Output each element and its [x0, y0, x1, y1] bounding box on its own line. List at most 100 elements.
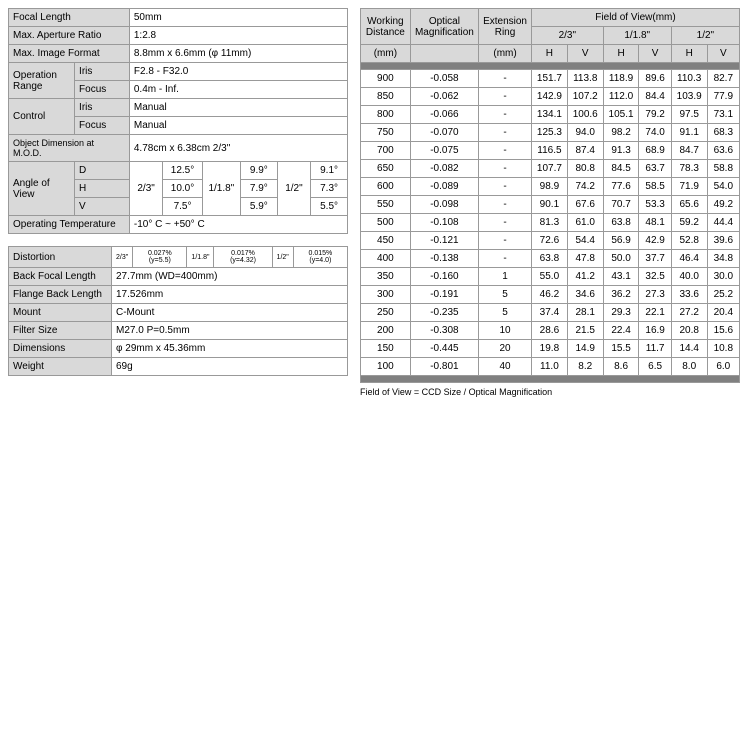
aov-c2: 1/1.8"	[202, 162, 240, 216]
table-cell: 25.2	[707, 286, 739, 304]
table-cell: 84.4	[639, 88, 671, 106]
table-cell: 74.0	[639, 124, 671, 142]
table-cell: 77.6	[603, 178, 639, 196]
table-cell: -	[479, 178, 532, 196]
temp-value: -10° C ~ +50° C	[129, 216, 347, 234]
table-cell: 36.2	[603, 286, 639, 304]
aov-v1: 7.5°	[163, 198, 202, 216]
table-cell: 151.7	[532, 70, 568, 88]
table-cell: 14.9	[567, 340, 603, 358]
fbl-value: 17.526mm	[112, 286, 348, 304]
aov-v3: 5.5°	[311, 198, 348, 216]
table-cell: 20	[479, 340, 532, 358]
dist-c2: 1/1.8"	[187, 247, 214, 268]
table-cell: 63.8	[603, 214, 639, 232]
filter-value: M27.0 P=0.5mm	[112, 322, 348, 340]
table-cell: 800	[361, 106, 411, 124]
fov-mag: Optical Magnification	[410, 9, 478, 45]
fov-sep-bottom	[361, 376, 740, 383]
op-range-label: Operation Range	[9, 63, 75, 99]
table-cell: 28.1	[567, 304, 603, 322]
dist-v3: 0.015%(y=4.0)	[293, 247, 347, 268]
table-cell: 700	[361, 142, 411, 160]
filter-label: Filter Size	[9, 322, 112, 340]
table-cell: -	[479, 160, 532, 178]
weight-label: Weight	[9, 358, 112, 376]
obj-dim-value: 4.78cm x 6.38cm 2/3"	[129, 135, 347, 162]
table-cell: 112.0	[603, 88, 639, 106]
aperture-label: Max. Aperture Ratio	[9, 27, 130, 45]
table-cell: 34.6	[567, 286, 603, 304]
aov-h2: 7.9°	[240, 180, 277, 198]
table-cell: 42.9	[639, 232, 671, 250]
fov-ext: Extension Ring	[479, 9, 532, 45]
table-cell: -0.098	[410, 196, 478, 214]
focal-length-value: 50mm	[129, 9, 347, 27]
table-cell: -0.801	[410, 358, 478, 376]
ctl-iris-label: Iris	[75, 99, 130, 117]
fov-table: Working Distance Optical Magnification E…	[360, 8, 740, 383]
table-cell: -0.138	[410, 250, 478, 268]
table-cell: 33.6	[671, 286, 707, 304]
table-row: 550-0.098-90.167.670.753.365.649.2	[361, 196, 740, 214]
table-cell: -	[479, 88, 532, 106]
table-cell: 107.7	[532, 160, 568, 178]
table-cell: 100	[361, 358, 411, 376]
table-cell: -	[479, 214, 532, 232]
table-cell: 400	[361, 250, 411, 268]
table-row: 150-0.4452019.814.915.511.714.410.8	[361, 340, 740, 358]
bfl-value: 27.7mm (WD=400mm)	[112, 268, 348, 286]
table-cell: 350	[361, 268, 411, 286]
table-cell: -0.121	[410, 232, 478, 250]
table-cell: -0.066	[410, 106, 478, 124]
dist-label: Distortion	[9, 247, 112, 268]
table-cell: 19.8	[532, 340, 568, 358]
dist-v2: 0.017%(y=4.32)	[214, 247, 272, 268]
fov-h3: H	[671, 45, 707, 63]
table-cell: 68.9	[639, 142, 671, 160]
table-cell: 78.3	[671, 160, 707, 178]
table-cell: 58.5	[639, 178, 671, 196]
table-cell: 43.1	[603, 268, 639, 286]
table-cell: -0.089	[410, 178, 478, 196]
op-focus-value: 0.4m - Inf.	[129, 81, 347, 99]
table-cell: 94.0	[567, 124, 603, 142]
fov-h1: H	[532, 45, 568, 63]
table-cell: 87.4	[567, 142, 603, 160]
aov-v: V	[75, 198, 130, 216]
table-cell: 46.2	[532, 286, 568, 304]
focal-length-label: Focal Length	[9, 9, 130, 27]
dims-value: φ 29mm x 45.36mm	[112, 340, 348, 358]
aov-c3: 1/2"	[277, 162, 310, 216]
table-cell: 750	[361, 124, 411, 142]
aov-c1: 2/3"	[129, 162, 162, 216]
table-cell: -0.058	[410, 70, 478, 88]
table-cell: 84.7	[671, 142, 707, 160]
table-cell: 5	[479, 304, 532, 322]
table-cell: -	[479, 70, 532, 88]
table-cell: 74.2	[567, 178, 603, 196]
ctl-focus-value: Manual	[129, 117, 347, 135]
fov-v2: V	[639, 45, 671, 63]
weight-value: 69g	[112, 358, 348, 376]
aov-h: H	[75, 180, 130, 198]
table-cell: 107.2	[567, 88, 603, 106]
aov-d1: 12.5°	[163, 162, 202, 180]
table-cell: -0.075	[410, 142, 478, 160]
fov-h2: H	[603, 45, 639, 63]
table-cell: 300	[361, 286, 411, 304]
table-row: 350-0.160155.041.243.132.540.030.0	[361, 268, 740, 286]
obj-dim-label: Object Dimension at M.O.D.	[9, 135, 130, 162]
table-row: 500-0.108-81.361.063.848.159.244.4	[361, 214, 740, 232]
table-cell: -	[479, 196, 532, 214]
table-cell: 40	[479, 358, 532, 376]
table-cell: 84.5	[603, 160, 639, 178]
table-row: 850-0.062-142.9107.2112.084.4103.977.9	[361, 88, 740, 106]
table-cell: 850	[361, 88, 411, 106]
fov-v1: V	[567, 45, 603, 63]
table-cell: 550	[361, 196, 411, 214]
table-cell: 200	[361, 322, 411, 340]
table-row: 900-0.058-151.7113.8118.989.6110.382.7	[361, 70, 740, 88]
fov-s2: 1/1.8"	[603, 27, 671, 45]
table-cell: -0.062	[410, 88, 478, 106]
